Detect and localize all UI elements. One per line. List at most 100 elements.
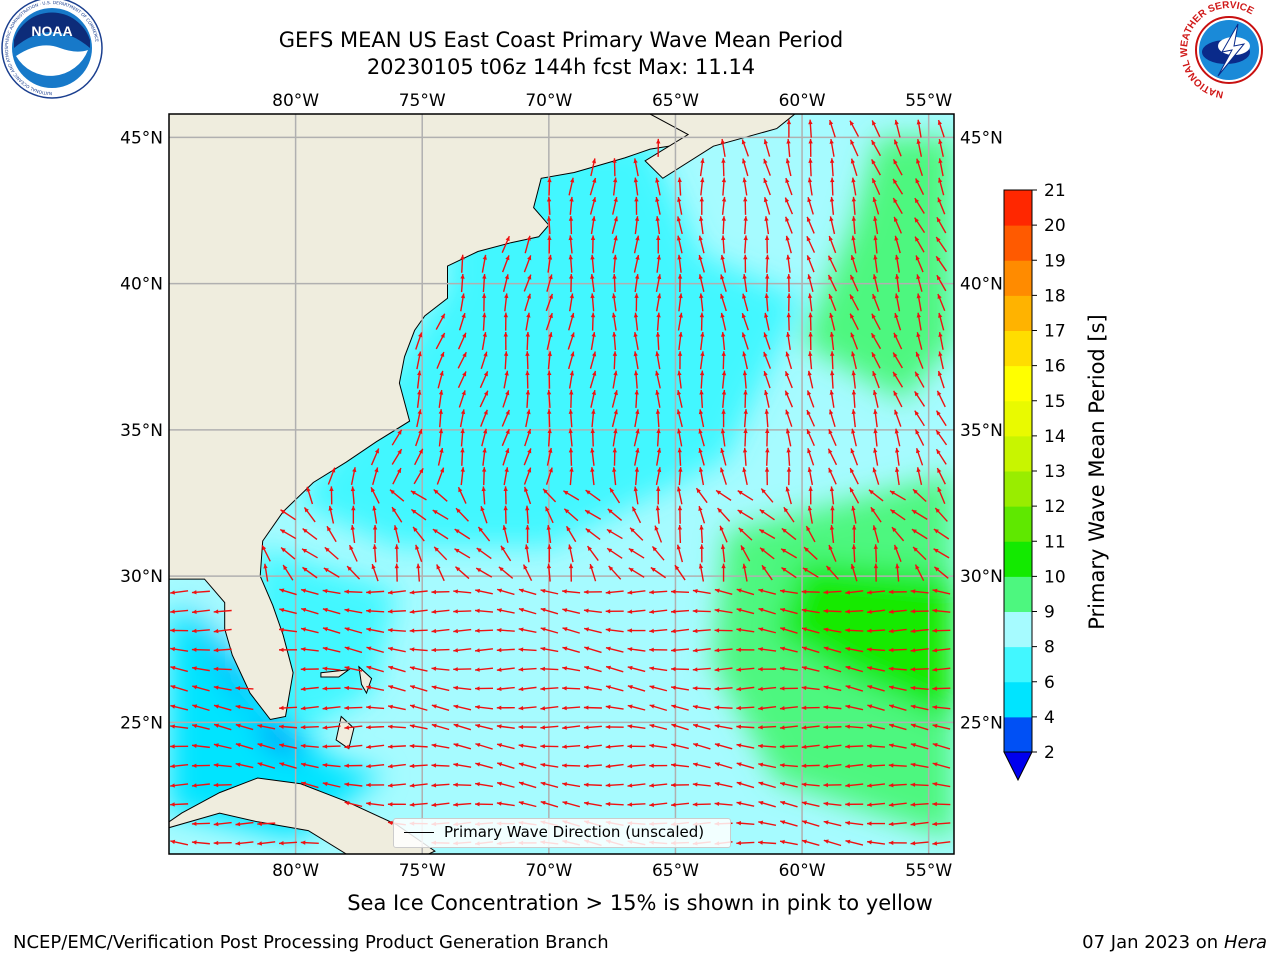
lat-tick-label-left: 30°N	[120, 567, 163, 587]
direction-arrow	[698, 409, 705, 428]
direction-arrow	[431, 609, 450, 614]
direction-arrow	[432, 528, 449, 540]
direction-arrow	[170, 763, 189, 769]
direction-arrow	[170, 704, 189, 711]
direction-arrow	[758, 762, 777, 769]
direction-arrow	[496, 705, 515, 710]
direction-arrow	[605, 627, 624, 633]
direction-arrow	[916, 293, 922, 312]
axis-tick-labels: 80°W 80°W 75°W 75°W 70°W 70°W 65°W 65°W 60°W 60°W…	[120, 91, 1003, 881]
direction-arrow	[496, 724, 515, 729]
direction-arrow	[758, 705, 777, 711]
colorbar-segment	[1004, 506, 1032, 542]
direction-arrow	[562, 589, 581, 594]
direction-arrow	[431, 743, 450, 749]
direction-arrow	[736, 588, 755, 596]
direction-arrow	[698, 505, 706, 524]
direction-arrow	[851, 216, 857, 235]
direction-arrow	[845, 839, 864, 846]
direction-arrow	[280, 509, 296, 521]
direction-arrow	[801, 665, 820, 672]
direction-arrow	[914, 217, 926, 234]
direction-arrow	[191, 628, 210, 634]
direction-arrow	[649, 763, 668, 768]
direction-arrow	[633, 370, 639, 389]
direction-arrow	[763, 158, 771, 176]
direction-arrow	[545, 467, 553, 485]
direction-arrow	[370, 448, 380, 466]
direction-arrow	[279, 588, 297, 596]
direction-arrow	[322, 666, 341, 671]
direction-arrow	[605, 763, 624, 769]
direction-arrow	[569, 274, 574, 293]
direction-arrow	[736, 667, 755, 672]
direction-arrow	[714, 588, 733, 595]
direction-arrow	[742, 563, 748, 582]
direction-arrow	[741, 312, 749, 331]
direction-arrow	[849, 313, 859, 331]
direction-arrow	[845, 763, 864, 769]
direction-arrow	[585, 489, 601, 502]
direction-arrow	[300, 781, 319, 789]
direction-arrow	[784, 216, 793, 234]
direction-arrow	[823, 685, 842, 692]
direction-arrow	[888, 704, 907, 711]
direction-arrow	[894, 254, 900, 273]
direction-arrow	[387, 704, 406, 711]
direction-arrow	[569, 467, 574, 486]
direction-arrow	[590, 158, 597, 177]
direction-arrow	[655, 370, 661, 389]
direction-arrow	[500, 545, 512, 562]
direction-arrow	[786, 312, 791, 331]
direction-arrow	[932, 762, 951, 769]
direction-arrow	[263, 563, 269, 582]
direction-arrow	[191, 743, 210, 749]
direction-arrow	[736, 686, 755, 692]
direction-arrow	[525, 331, 530, 350]
direction-arrow	[524, 293, 531, 312]
colorbar-underflow-triangle	[1003, 751, 1033, 782]
direction-arrow	[454, 548, 471, 559]
lon-tick-label-top: 60°W	[779, 91, 826, 111]
colorbar-tick-label: 16	[1044, 357, 1066, 377]
direction-arrow	[300, 647, 319, 652]
direction-arrow	[912, 546, 927, 561]
direction-arrow	[612, 370, 618, 389]
direction-arrow	[888, 609, 907, 614]
lon-tick-label-bottom: 70°W	[525, 861, 572, 881]
direction-arrow	[327, 467, 336, 485]
direction-arrow	[546, 216, 552, 235]
direction-arrow	[562, 666, 581, 672]
direction-arrow	[845, 820, 864, 826]
direction-arrow	[605, 685, 624, 692]
direction-arrow	[460, 254, 465, 273]
direction-arrow	[823, 705, 842, 710]
direction-arrow	[721, 351, 726, 370]
direction-arrow	[849, 139, 859, 157]
direction-arrow	[634, 216, 640, 235]
direction-arrow	[823, 763, 842, 769]
direction-arrow	[562, 627, 580, 634]
direction-arrow	[910, 723, 929, 731]
direction-arrow	[935, 448, 947, 465]
direction-arrow	[932, 782, 951, 788]
direction-arrow	[540, 725, 559, 730]
direction-arrow	[191, 763, 210, 768]
direction-arrow	[823, 820, 842, 827]
direction-arrow	[344, 801, 363, 808]
direction-arrow	[547, 544, 552, 563]
direction-arrow	[322, 589, 341, 595]
direction-arrow	[845, 685, 864, 692]
direction-arrow	[523, 467, 532, 485]
direction-arrow	[350, 486, 356, 505]
direction-arrow	[721, 409, 726, 428]
direction-arrow	[191, 647, 210, 652]
direction-arrow	[786, 293, 792, 312]
direction-arrow	[870, 506, 882, 523]
direction-arrow	[892, 178, 904, 195]
direction-arrow	[786, 254, 791, 273]
direction-arrow	[454, 528, 471, 540]
direction-arrow	[674, 564, 686, 581]
direction-arrow	[801, 725, 820, 730]
direction-arrow	[453, 704, 472, 711]
